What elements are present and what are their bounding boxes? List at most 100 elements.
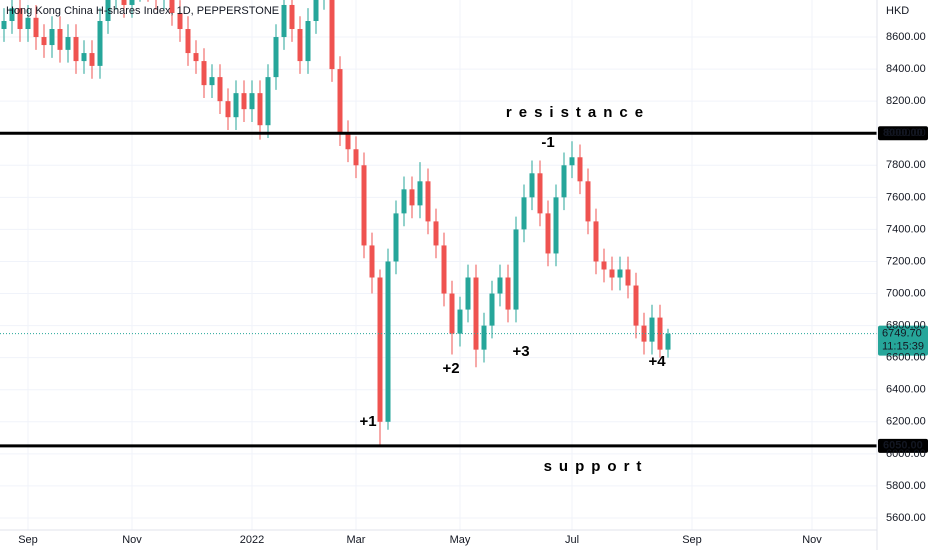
chart-title: Hong Kong China H-shares Index, 1D, PEPP… — [6, 5, 279, 17]
level-label: 6050.00 — [883, 440, 923, 452]
y-tick-label: 7200.00 — [886, 255, 926, 267]
candle-body — [585, 181, 591, 222]
candle-body — [497, 277, 503, 294]
candle-body — [393, 213, 399, 262]
candle-body — [377, 277, 383, 422]
countdown: 11:15:39 — [882, 341, 924, 353]
grid — [0, 0, 877, 530]
level-label: 8000.00 — [883, 127, 923, 139]
candle-body — [129, 0, 135, 5]
candle-body — [289, 4, 295, 30]
y-tick-label: 5800.00 — [886, 480, 926, 492]
candle-body — [537, 173, 543, 214]
y-tick-label: 5600.00 — [886, 512, 926, 524]
y-tick-label: 6200.00 — [886, 416, 926, 428]
candle-body — [529, 173, 535, 198]
candle-body — [545, 213, 551, 254]
candle-body — [225, 101, 231, 118]
candle-body — [553, 197, 559, 254]
candle-body — [457, 309, 463, 334]
candle-body — [337, 69, 343, 134]
candle-body — [73, 37, 79, 62]
candle-body — [473, 277, 479, 350]
candle-body — [217, 77, 223, 102]
candle-body — [505, 277, 511, 310]
y-tick-label: 6000.00 — [886, 448, 926, 460]
candle-body — [449, 293, 455, 334]
y-tick-label: 8200.00 — [886, 95, 926, 107]
y-tick-label: 7800.00 — [886, 159, 926, 171]
candle-body — [65, 37, 71, 50]
y-tick-label: 7600.00 — [886, 191, 926, 203]
candle-body — [9, 8, 15, 22]
candle-body — [49, 29, 55, 46]
candle-body — [665, 333, 671, 350]
candle-body — [257, 93, 263, 126]
candle-body — [361, 165, 367, 246]
y-tick-label: 6800.00 — [886, 320, 926, 332]
candle-body — [353, 149, 359, 166]
y-tick-label: 6600.00 — [886, 352, 926, 364]
annotation: +4 — [648, 353, 666, 370]
candle-body — [97, 21, 103, 66]
level-label-box — [878, 438, 928, 453]
x-tick-label: Nov — [802, 534, 822, 546]
x-tick-label: Nov — [122, 534, 142, 546]
candle-body — [329, 0, 335, 70]
candle-body — [121, 0, 127, 5]
candle-body — [169, 0, 175, 13]
annotation: +2 — [442, 360, 459, 377]
candle-body — [489, 293, 495, 326]
candle-body — [513, 229, 519, 310]
candle-body — [209, 77, 215, 86]
currency: HKD — [886, 5, 909, 17]
x-tick-label: Jul — [565, 534, 579, 546]
y-tick-label: 7000.00 — [886, 287, 926, 299]
y-tick-label: 8000.00 — [886, 127, 926, 139]
last-price-label: 6749.70 — [882, 328, 922, 340]
candle-body — [425, 181, 431, 222]
candle-body — [33, 17, 39, 38]
y-tick-label: 8600.00 — [886, 31, 926, 43]
y-tick-label: 7400.00 — [886, 223, 926, 235]
candle-body — [305, 21, 311, 62]
candle-body — [433, 221, 439, 246]
x-tick-label: Sep — [682, 534, 702, 546]
candle-body — [41, 37, 47, 46]
candle-body — [601, 261, 607, 270]
candle-body — [401, 189, 407, 214]
candle-body — [481, 325, 487, 350]
candle-body — [57, 29, 63, 50]
y-tick-label: 8400.00 — [886, 63, 926, 75]
candles — [1, 0, 671, 446]
annotation: +3 — [512, 343, 529, 360]
annotation: -1 — [541, 134, 554, 151]
candle-body — [193, 53, 199, 62]
candle-body — [185, 29, 191, 54]
x-tick-label: 2022 — [240, 534, 264, 546]
candle-body — [241, 93, 247, 110]
candle-body — [649, 317, 655, 342]
candle-body — [89, 53, 95, 66]
candle-body — [281, 4, 287, 38]
candle-body — [609, 269, 615, 278]
candle-body — [233, 93, 239, 118]
annotation: support — [544, 458, 649, 475]
annotation: +1 — [359, 413, 376, 430]
candle-body — [297, 29, 303, 62]
x-tick-label: Sep — [18, 534, 38, 546]
candle-body — [593, 221, 599, 262]
x-tick-label: Mar — [347, 534, 366, 546]
candle-body — [521, 197, 527, 230]
candle-body — [617, 269, 623, 278]
y-tick-label: 6400.00 — [886, 384, 926, 396]
candle-body — [369, 245, 375, 278]
candle-body — [105, 0, 111, 22]
candle-body — [313, 0, 319, 22]
last-price-box — [878, 325, 928, 356]
candle-body — [25, 17, 31, 30]
candle-body — [81, 53, 87, 62]
candle-body — [569, 157, 575, 166]
